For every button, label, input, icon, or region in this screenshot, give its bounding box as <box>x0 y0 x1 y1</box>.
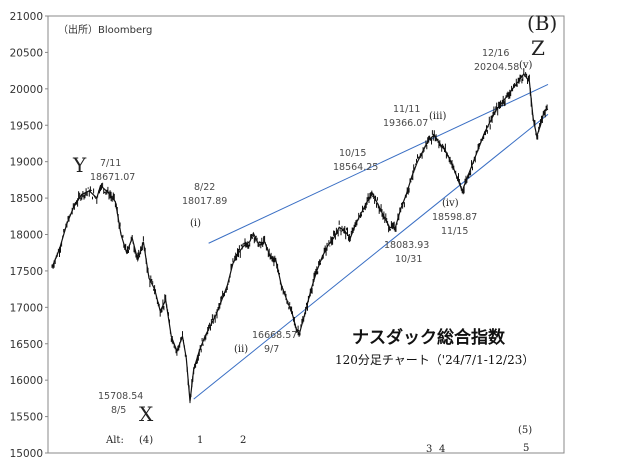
alt-wave-5-paren: (5) <box>518 425 532 436</box>
trendline <box>208 84 549 244</box>
y-tick-label: 16500 <box>10 339 43 351</box>
wave-label-b: (B) <box>527 11 557 35</box>
wave-label-iv: (ⅳ) <box>442 198 459 209</box>
y-tick-label: 19000 <box>10 157 43 169</box>
y-tick-label: 18000 <box>10 230 43 242</box>
plot-frame <box>47 15 565 454</box>
chart-subtitle: 120分足チャート（'24/7/1-12/23） <box>335 353 534 367</box>
y-tick-label: 17000 <box>10 302 43 314</box>
annotation-date: 12/16 <box>482 48 509 59</box>
annotation-date: 8/5 <box>111 405 126 416</box>
y-tick-label: 16000 <box>10 375 43 387</box>
wave-label-y: Y <box>72 153 87 177</box>
annotation-value: 18017.89 <box>182 196 227 207</box>
price-series <box>51 68 549 404</box>
alt-prefix: Alt: <box>105 435 124 446</box>
alt-wave-2: 2 <box>240 435 246 446</box>
trendlines <box>193 84 549 400</box>
y-tick-label: 15500 <box>10 412 43 424</box>
price-line <box>51 72 549 402</box>
y-tick-label: 15000 <box>10 448 43 460</box>
y-tick-label: 20000 <box>10 84 43 96</box>
annotation-date: 9/7 <box>264 344 279 355</box>
alt-wave-1: 1 <box>197 435 203 446</box>
y-tick-label: 20500 <box>10 47 43 59</box>
annotation-value: 18671.07 <box>90 172 135 183</box>
trendline <box>193 113 549 400</box>
source-label: （出所）Bloomberg <box>58 23 152 36</box>
annotation-date: 7/11 <box>100 158 121 169</box>
wave-label-x: X <box>139 402 154 426</box>
y-tick-label: 21000 <box>10 11 43 23</box>
y-tick-label: 18500 <box>10 193 43 205</box>
y-tick-label: 19500 <box>10 120 43 132</box>
alt-wave-5: 5 <box>523 443 529 454</box>
annotation-date: 11/11 <box>393 104 420 115</box>
annotation-date: 8/22 <box>194 182 215 193</box>
wave-label-i: (ⅰ) <box>190 218 201 229</box>
annotation-value: 16668.57 <box>252 330 297 341</box>
chart-title: ナスダック総合指数 <box>352 327 506 348</box>
alt-wave-4: (4) <box>139 435 153 446</box>
annotation-value: 20204.58 <box>474 62 519 73</box>
wave-label-ii: (ⅱ) <box>234 344 248 355</box>
y-tick-label: 17500 <box>10 266 43 278</box>
wave-label-iii: (ⅲ) <box>429 111 446 122</box>
annotation-date: 10/15 <box>339 148 366 159</box>
annotation-date: 11/15 <box>441 226 468 237</box>
y-axis: 15000 15500 16000 16500 17000 17500 18000 18500… <box>10 11 48 460</box>
wave-label-z: Z <box>531 36 545 60</box>
alt-wave-4b: 4 <box>439 444 445 455</box>
annotation-value: 18598.87 <box>432 212 477 223</box>
annotation-value: 18564.25 <box>333 162 378 173</box>
annotation-value: 18083.93 <box>384 240 429 251</box>
alt-wave-3: 3 <box>426 444 432 455</box>
wave-label-v: (ⅴ) <box>519 60 533 71</box>
annotation-value: 19366.07 <box>383 118 428 129</box>
annotation-date: 10/31 <box>395 254 422 265</box>
annotation-value: 15708.54 <box>98 391 143 402</box>
